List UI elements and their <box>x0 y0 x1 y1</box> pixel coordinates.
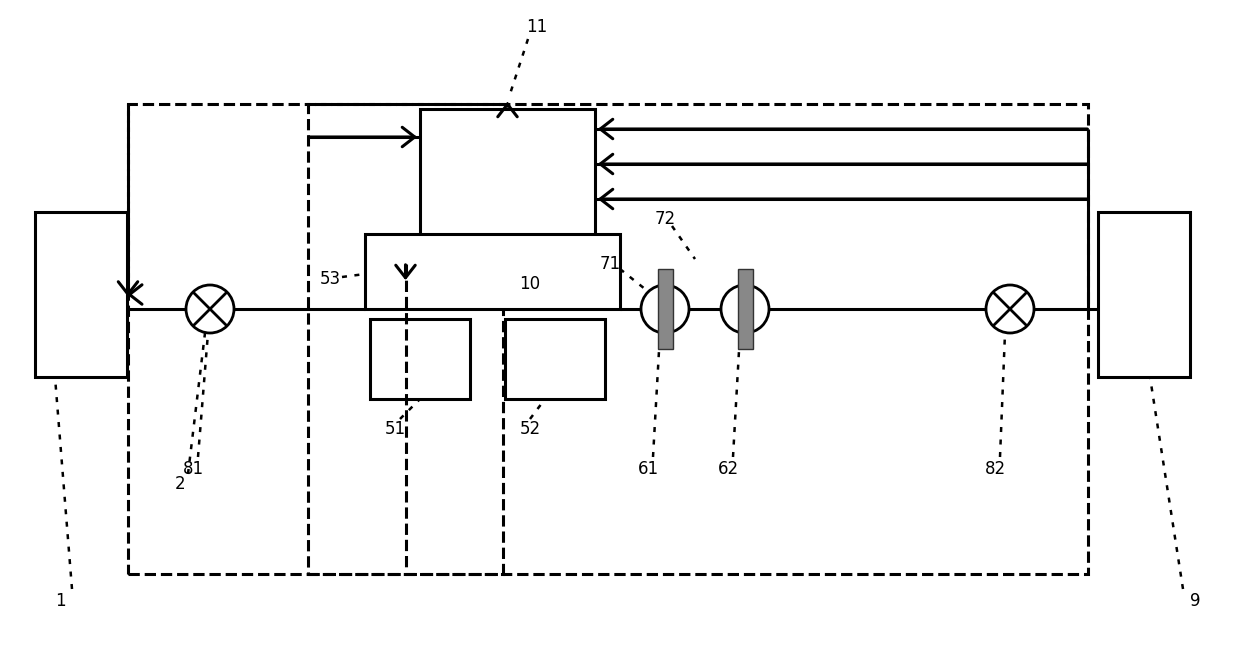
Text: 9: 9 <box>1189 592 1200 610</box>
Bar <box>370 319 470 399</box>
Bar <box>420 109 595 264</box>
Text: 52: 52 <box>520 420 541 438</box>
Bar <box>505 319 605 399</box>
Text: 81: 81 <box>182 460 203 478</box>
Bar <box>1097 212 1190 377</box>
Text: 61: 61 <box>637 460 658 478</box>
Text: 10: 10 <box>520 275 541 293</box>
Text: 72: 72 <box>655 210 676 228</box>
Text: 1: 1 <box>55 592 66 610</box>
Bar <box>738 269 753 349</box>
Circle shape <box>720 285 769 333</box>
Bar <box>365 234 620 309</box>
Circle shape <box>186 285 234 333</box>
Text: 53: 53 <box>320 270 341 288</box>
Bar <box>128 104 1087 574</box>
Text: 51: 51 <box>384 420 405 438</box>
Text: 71: 71 <box>599 255 620 273</box>
Text: 2: 2 <box>175 475 185 493</box>
Text: 62: 62 <box>718 460 739 478</box>
Bar <box>657 269 672 349</box>
Text: 82: 82 <box>985 460 1006 478</box>
Circle shape <box>986 285 1034 333</box>
Bar <box>35 212 126 377</box>
Circle shape <box>641 285 689 333</box>
Bar <box>308 104 503 574</box>
Text: 11: 11 <box>526 18 548 36</box>
